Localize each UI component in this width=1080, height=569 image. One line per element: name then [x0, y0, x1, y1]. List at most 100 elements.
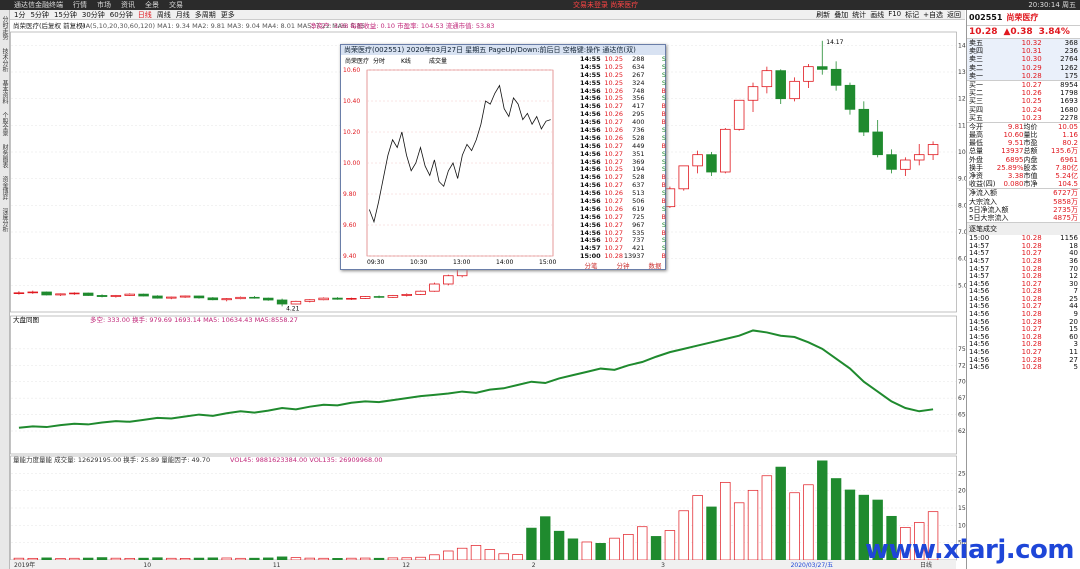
volume-bar [110, 557, 122, 561]
tick-row: 14:56 10.27 637 B [580, 181, 666, 190]
stat-cell: 80.2 [1062, 139, 1078, 148]
y-tick-label: 6250 [958, 428, 966, 435]
quote-panel: 002551 尚荣医疗 10.28 ▲0.38 3.84% 卖五 10.32 368 卖四 10.… [966, 10, 1080, 569]
tick-cell: 400 [632, 118, 645, 127]
footer-tab[interactable]: 数据 [648, 262, 662, 271]
chart-header: 尚荣医疗(后复权 前复权) [13, 21, 85, 30]
tool-tab[interactable]: 标记 [905, 10, 920, 19]
candle-body [913, 154, 925, 161]
period-tab[interactable]: 1分 [14, 10, 26, 19]
tick-cell: 14:55 [580, 62, 601, 71]
volume-bar [318, 557, 329, 561]
candle-body [789, 80, 800, 100]
tick-cell: 535 [632, 228, 645, 237]
side-tab[interactable]: 个股全景 [1, 112, 8, 136]
popup-tab[interactable]: 尚荣医疗 [345, 57, 369, 65]
x-axis-label: 2020/03/27/五 [791, 562, 834, 569]
footer-tab[interactable]: 分笔 [584, 262, 598, 271]
tick-cell: B [661, 228, 666, 237]
deal-row: 14:57 10.27 40 [967, 250, 1080, 258]
tick-cell: S [661, 149, 666, 158]
period-tab[interactable]: 15分钟 [53, 10, 77, 19]
tick-cell: 14:56 [580, 118, 601, 127]
popup-tab[interactable]: 成交量 [429, 57, 447, 65]
volume-bar [609, 537, 620, 561]
tool-tab[interactable]: +自选 [923, 10, 943, 19]
menu-item[interactable]: 全景 [145, 1, 159, 9]
volume-bar [789, 492, 800, 561]
tick-row: 14:56 10.26 748 B [580, 87, 666, 96]
volume-bar [152, 557, 163, 561]
tick-cell: 14:56 [580, 228, 601, 237]
order-cell: 买一 [969, 80, 983, 89]
deal-cell: 1156 [1060, 234, 1078, 243]
menu-item[interactable]: 行情 [73, 1, 87, 9]
tick-cell: 14:57 [580, 244, 601, 253]
volume-bar [484, 549, 496, 561]
tick-cell: 528 [632, 173, 645, 182]
side-tab[interactable]: 资金博弈 [1, 176, 8, 200]
watermark: www.xiarj.com [865, 535, 1074, 565]
tick-cell: 14:56 [580, 197, 601, 206]
side-tab[interactable]: 技术分析 [1, 48, 8, 72]
time-label: 14:00 [496, 259, 513, 266]
tool-tab[interactable]: 刷新 [816, 10, 831, 19]
deal-cell: 9 [1073, 310, 1078, 319]
period-tab[interactable]: 60分钟 [109, 10, 133, 19]
flow-cell: 5日大宗流入 [969, 213, 1009, 222]
order-cell: 1262 [1060, 63, 1078, 72]
tick-cell: 10.27 [604, 244, 623, 253]
candle-body [664, 188, 676, 208]
side-tab[interactable]: 深度分析 [1, 208, 8, 232]
side-tab[interactable]: 分时走势 [1, 16, 8, 40]
popup-tab[interactable]: 分时 [373, 57, 385, 65]
side-tab[interactable]: 基本资料 [1, 80, 8, 104]
menu-item[interactable]: 资讯 [121, 1, 135, 9]
candle-body [872, 131, 883, 156]
deal-cell: 5 [1073, 363, 1078, 372]
x-axis-label: 2019年 [14, 561, 35, 569]
stat-cell: 135.6万 [1050, 147, 1078, 156]
tool-tab[interactable]: 画线 [870, 10, 885, 19]
candle-body [858, 108, 870, 133]
menu-item[interactable]: 交易 [169, 1, 183, 9]
tool-tab[interactable]: 统计 [852, 10, 867, 19]
popup-tab[interactable]: K线 [401, 57, 411, 65]
tool-tab[interactable]: F10 [888, 9, 902, 18]
tick-cell: S [661, 204, 666, 213]
side-tab[interactable]: 财务图表 [1, 144, 8, 168]
volume-bar [304, 557, 315, 561]
y-tick-label: 8.00 [958, 202, 966, 209]
candle-body [179, 295, 191, 298]
volume-bar [429, 554, 440, 561]
deals: 15:00 10.28 1156 14:57 10.28 18 14:57 10.27 40 14… [967, 235, 1080, 372]
deal-row: 14:57 10.28 36 [967, 257, 1080, 266]
tick-cell: 15:00 [580, 252, 601, 261]
volume-bar [235, 557, 246, 561]
period-tab[interactable]: 月线 [175, 10, 190, 19]
clock: 20:30:14 周五 [1028, 1, 1076, 9]
tick-cell: 10.27 [604, 220, 623, 229]
period-tab[interactable]: 多周期 [194, 10, 216, 19]
x-axis-label: 日线 [920, 561, 932, 569]
footer-tab[interactable]: 分钟 [616, 262, 630, 271]
tick-cell: 10.27 [604, 236, 623, 245]
period-tab[interactable]: 30分钟 [81, 10, 105, 19]
tool-tab[interactable]: 返回 [947, 10, 961, 19]
volume-bar [623, 533, 634, 561]
period-tab[interactable]: 周线 [156, 10, 171, 19]
x-axis-label: 10 [143, 562, 151, 569]
tick-row: 14:56 10.26 295 B [580, 110, 666, 119]
period-tab[interactable]: 日线 [137, 10, 152, 19]
stock-name: 尚荣医疗 [1006, 13, 1039, 22]
menu-item[interactable]: 市场 [97, 1, 111, 9]
period-tab[interactable]: 更多 [220, 10, 235, 19]
stat-cell: 6895 [1005, 155, 1024, 164]
deal-cell: 11 [1069, 348, 1078, 357]
order-cell: 10.29 [1021, 63, 1042, 72]
tool-tab[interactable]: 叠加 [834, 10, 849, 19]
period-tab[interactable]: 5分钟 [30, 10, 49, 19]
candle-body [152, 295, 163, 299]
candle-body [817, 66, 828, 70]
tick-cell: 14:56 [580, 236, 601, 245]
